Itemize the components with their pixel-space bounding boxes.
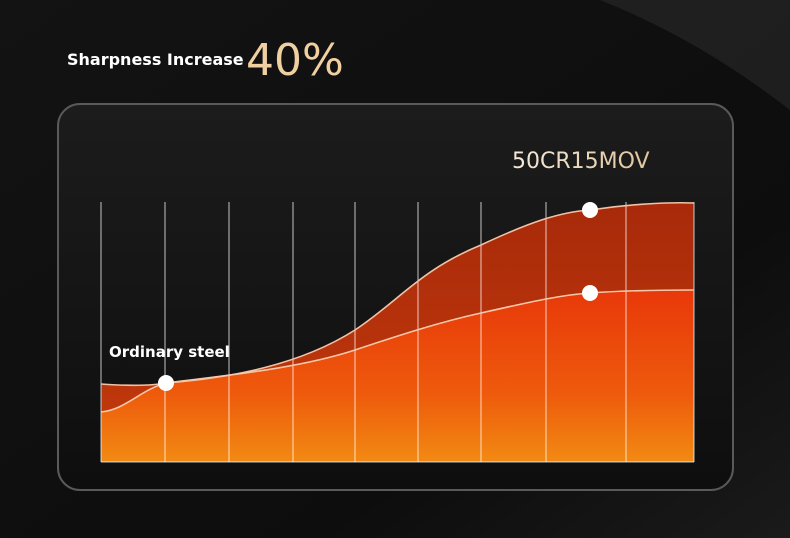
- stone-texture: [600, 0, 790, 110]
- grid: [100, 202, 695, 463]
- baseline-label: Ordinary steel: [109, 343, 230, 361]
- point: [582, 285, 598, 301]
- point: [158, 375, 174, 391]
- point: [582, 202, 598, 218]
- header-label: Sharpness Increase: [67, 50, 244, 69]
- series-label: 50CR15MOV: [512, 149, 650, 174]
- header-value: 40%: [246, 35, 344, 86]
